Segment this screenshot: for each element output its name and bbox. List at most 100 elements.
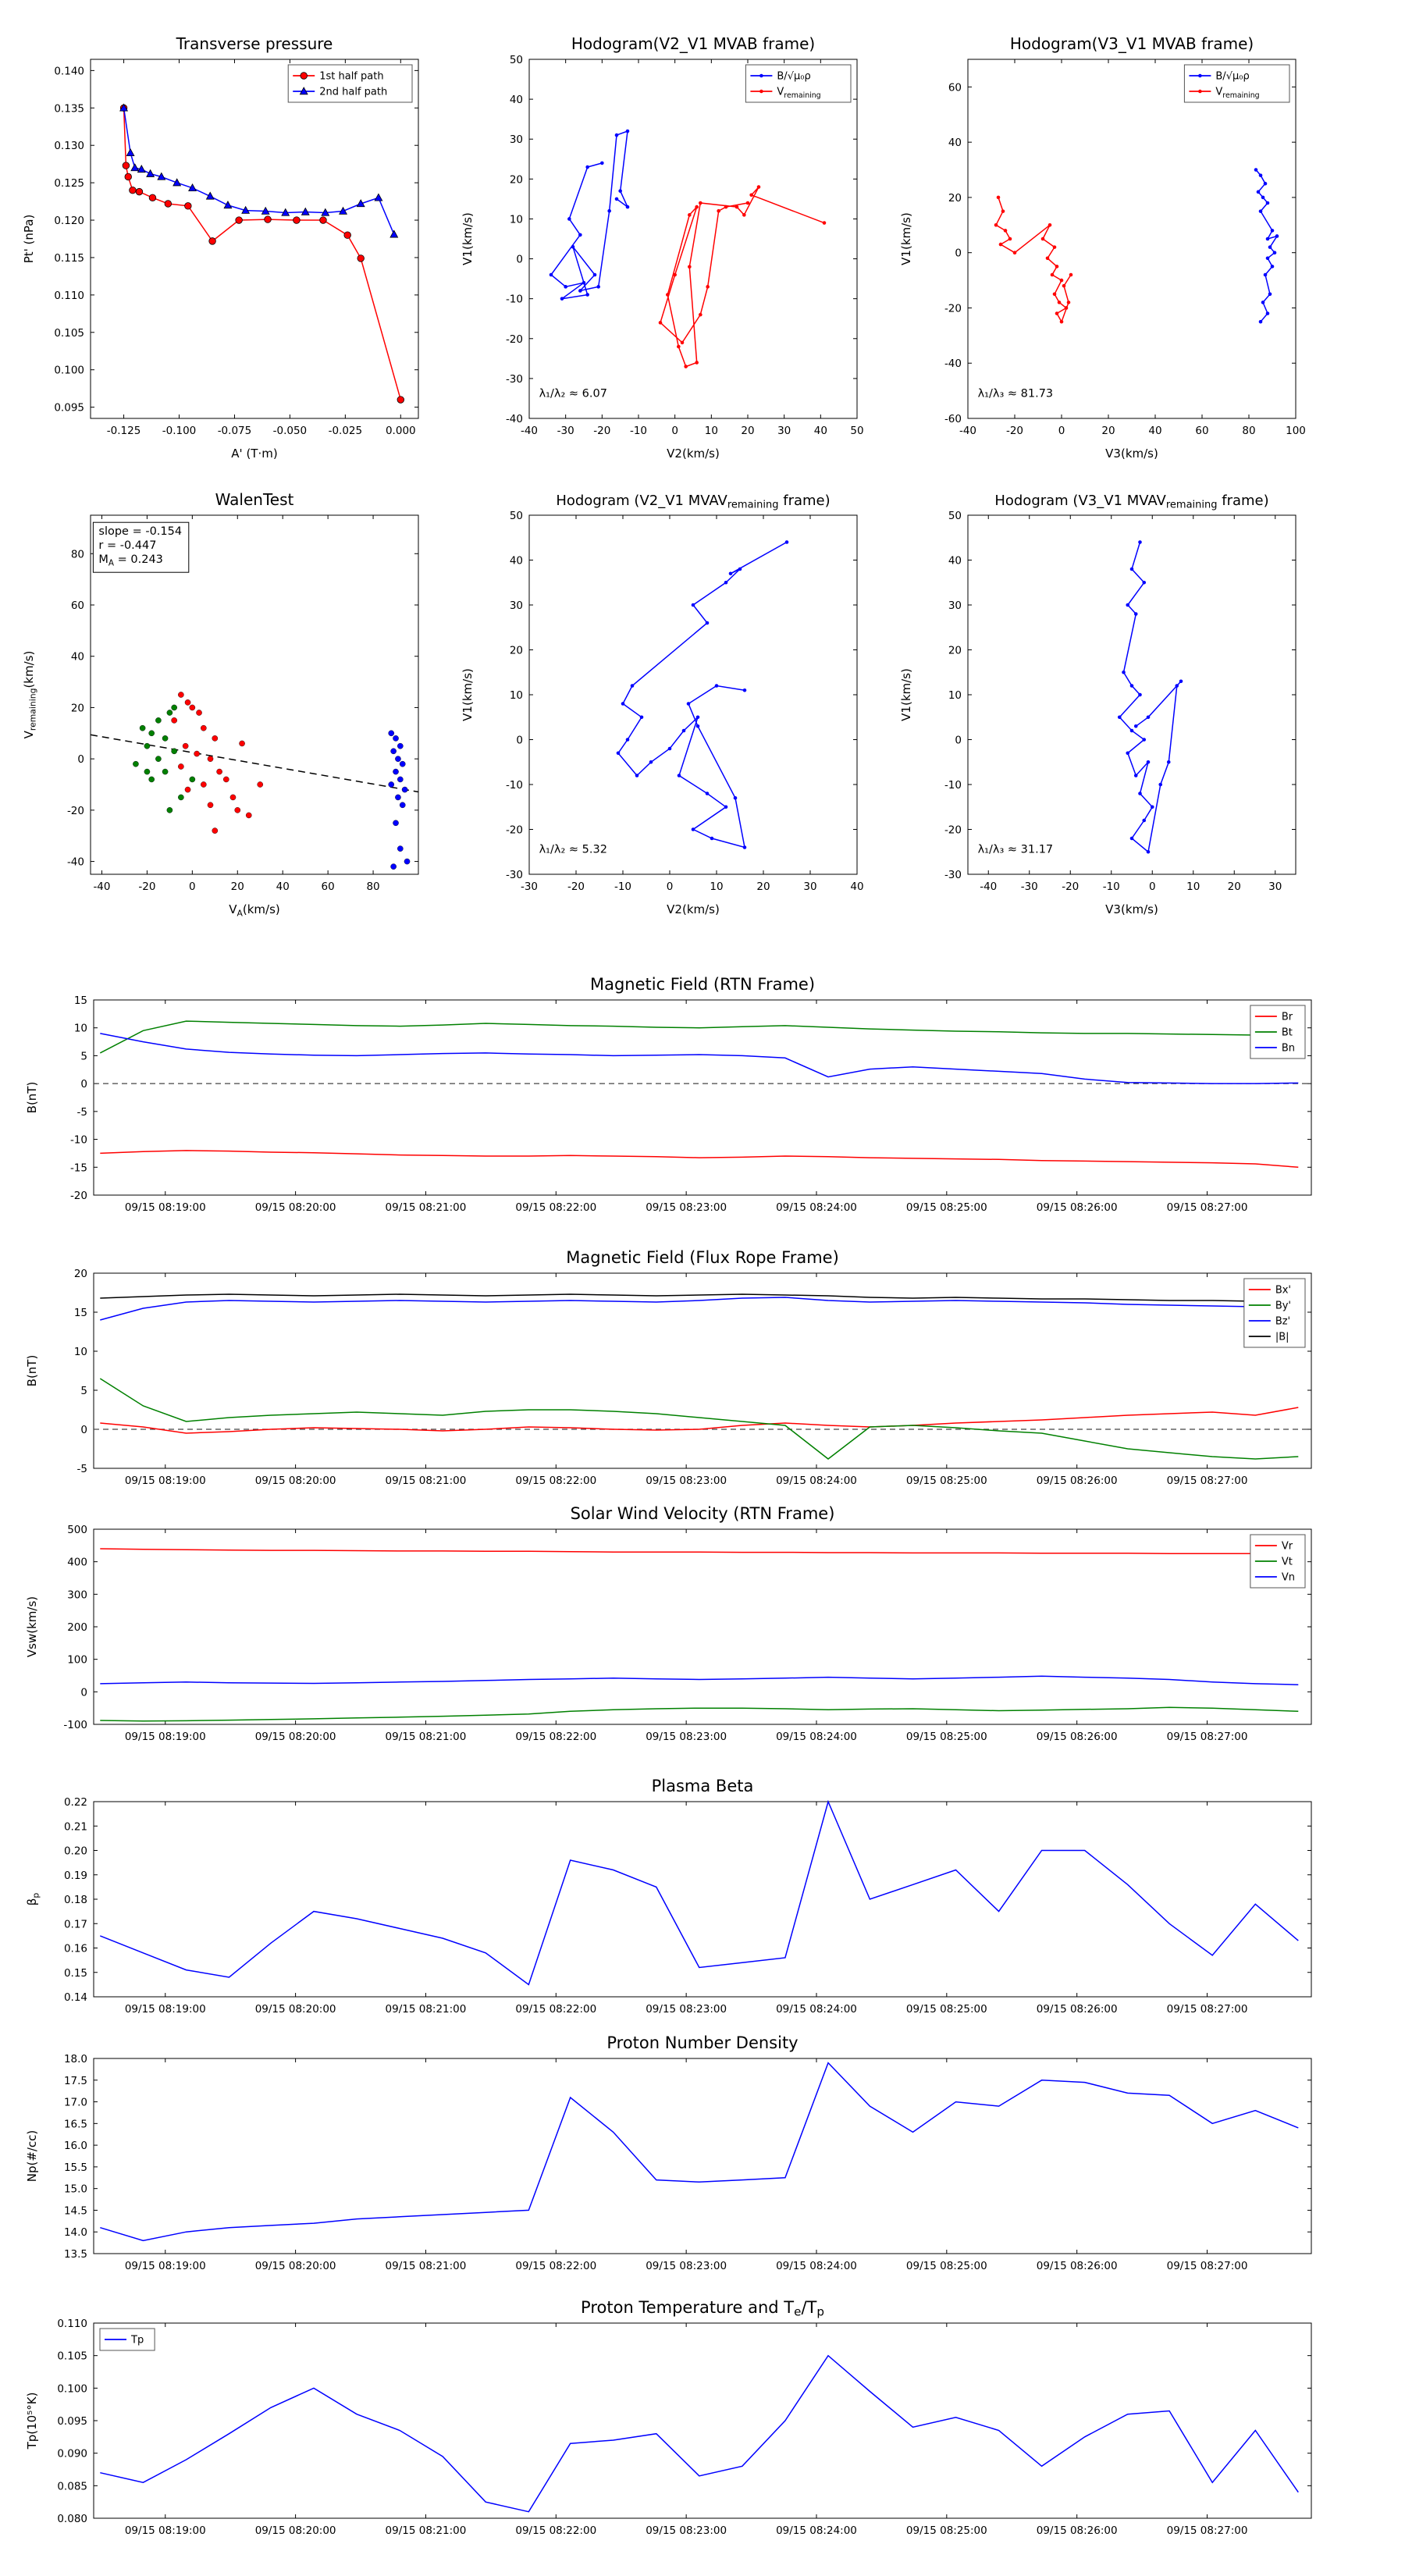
x-tick-label: 09/15 08:24:00: [776, 2260, 857, 2272]
y-tick-label: 0: [80, 1424, 87, 1436]
y-tick-label: 0: [516, 254, 523, 266]
x-tick-label: 0: [1058, 425, 1065, 437]
y-tick-label: 0.125: [54, 177, 84, 190]
plasma_beta-svg: Plasma Beta 09/15 08:19:00 09/15 08:20:00 0…: [25, 1777, 1312, 2016]
y-tick-label: 60: [71, 600, 84, 612]
y-tick-label: 14.5: [64, 2204, 87, 2217]
x-axis-label: A' (T·m): [231, 447, 277, 461]
legend-label: Vn: [1282, 1572, 1295, 1584]
x-tick-label: 80: [366, 881, 379, 893]
x-axis-label: VA(km/s): [229, 902, 280, 919]
y-tick-label: 50: [948, 510, 962, 522]
y-tick-label: 15: [74, 1307, 87, 1319]
x-tick-label: -40: [959, 425, 976, 437]
y-tick-label: 20: [948, 645, 962, 657]
annotation-box: [92, 521, 190, 573]
x-tick-label: 09/15 08:21:00: [386, 1201, 467, 1214]
chart-title: Solar Wind Velocity (RTN Frame): [571, 1504, 835, 1523]
y-axis-label: βp: [25, 1893, 41, 1906]
annotation-text: slope = -0.154: [98, 525, 182, 538]
chart-title: Hodogram (V2_V1 MVAVremaining frame): [556, 493, 830, 511]
x-tick-label: 09/15 08:27:00: [1167, 1731, 1248, 1743]
x-tick-label: 09/15 08:25:00: [906, 1475, 987, 1487]
y-tick-label: -100: [63, 1719, 87, 1731]
y-tick-label: 0.105: [54, 327, 84, 340]
chart-title: Hodogram(V3_V1 MVAB frame): [1010, 34, 1254, 53]
y-tick-label: -5: [77, 1463, 87, 1475]
walen_test-svg: WalenTest -40 -20 0 20 40 60 80 -40 -20 0 20 40 60 80 s…: [22, 490, 419, 919]
series-Vr: [100, 1548, 1299, 1555]
y-tick-label: 20: [74, 1268, 87, 1280]
legend-box: [1183, 64, 1290, 103]
legend-label: B/√μ₀ρ: [777, 71, 810, 83]
x-tick-label: -20: [593, 425, 610, 437]
legend-label: Vremaining: [777, 87, 820, 101]
y-tick-label: 60: [948, 81, 962, 94]
y-tick-label: 0: [80, 1078, 87, 1091]
x-tick-label: 09/15 08:22:00: [515, 1201, 596, 1214]
y-tick-label: -20: [944, 824, 962, 837]
y-tick-label: 10: [510, 689, 523, 702]
y-tick-label: -10: [70, 1134, 87, 1147]
x-axis-label: V3(km/s): [1105, 447, 1158, 461]
series-Vremaining: [995, 197, 1072, 323]
mag_rtn-svg: Magnetic Field (RTN Frame) 09/15 08:19:00…: [25, 975, 1312, 1214]
chart-title: Hodogram (V3_V1 MVAVremaining frame): [994, 493, 1268, 511]
y-tick-label: 10: [510, 213, 523, 226]
y-tick-label: 15: [74, 994, 87, 1007]
series-Bn: [100, 1033, 1299, 1084]
hodogram-v2v1-mvab-panel: Hodogram(V2_V1 MVAB frame) -40 -30 -20 -10 0 1…: [451, 20, 880, 477]
plasma-beta-panel: Plasma Beta 09/15 08:19:00 09/15 08:20:00 0…: [16, 1763, 1335, 2032]
x-tick-label: 09/15 08:26:00: [1037, 1731, 1118, 1743]
axes-frame: [967, 514, 1297, 875]
y-tick-label: 20: [510, 173, 523, 186]
hodogram-v3v1-mvab-panel: Hodogram(V3_V1 MVAB frame) -40 -20 0 20 40 60 8…: [890, 20, 1319, 477]
y-axis-label: Pt' (nPa): [22, 215, 36, 264]
magnetic-field-rtn-panel: Magnetic Field (RTN Frame) 09/15 08:19:00…: [16, 961, 1335, 1230]
y-axis-label: V1(km/s): [899, 212, 913, 265]
legend-label: Vt: [1282, 1557, 1293, 1568]
x-tick-label: 09/15 08:27:00: [1167, 2003, 1248, 2016]
y-tick-label: 13.5: [64, 2248, 87, 2261]
hodogram-v2v1-mvav-panel: Hodogram (V2_V1 MVAVremaining frame) -30-…: [451, 476, 880, 933]
x-tick-label: -0.125: [107, 425, 141, 437]
legend-box: [745, 64, 852, 103]
x-tick-label: 09/15 08:25:00: [906, 2524, 987, 2537]
chart-title: Proton Number Density: [606, 2033, 798, 2052]
y-tick-label: 10: [74, 1023, 87, 1035]
x-tick-label: 20: [756, 881, 770, 893]
proton-temperature-panel: Proton Temperature and Te/Tp 09/15 08:19:…: [16, 2284, 1335, 2553]
y-tick-label: 0.100: [54, 365, 84, 377]
y-tick-label: 0.15: [64, 1967, 87, 1980]
series-1st half path: [123, 108, 402, 400]
y-tick-label: 10: [948, 689, 962, 702]
y-tick-label: 500: [67, 1524, 87, 1536]
y-tick-label: -20: [506, 333, 523, 346]
series-Bt: [99, 1020, 1299, 1054]
proton_density-svg: Proton Number Density 09/15 08:19:00 09/15…: [25, 2033, 1312, 2272]
axes-frame: [528, 514, 858, 875]
legend-label: 1st half path: [319, 71, 383, 83]
y-axis-label: B(nT): [25, 1355, 39, 1387]
y-tick-label: -10: [506, 294, 523, 306]
axes-frame: [93, 2058, 1312, 2254]
series-Np: [100, 2062, 1299, 2242]
chart-title: Proton Temperature and Te/Tp: [581, 2298, 824, 2319]
x-tick-label: 09/15 08:20:00: [255, 2260, 336, 2272]
y-tick-label: 0.115: [54, 252, 84, 265]
y-tick-label: 0.130: [54, 140, 84, 152]
x-tick-label: -10: [614, 881, 631, 893]
legend-label: Vremaining: [1215, 87, 1259, 101]
y-tick-label: 30: [510, 600, 523, 612]
hodogram_v2v1_mvav-svg: Hodogram (V2_V1 MVAVremaining frame)-30-…: [461, 493, 864, 916]
hodogram_v2v1_mvab-svg: Hodogram(V2_V1 MVAB frame) -40 -30 -20 -10 0 1…: [461, 34, 864, 461]
x-tick-label: 09/15 08:25:00: [906, 2260, 987, 2272]
x-tick-label: 0: [667, 881, 674, 893]
x-tick-label: 09/15 08:23:00: [646, 1201, 727, 1214]
y-tick-label: 0.14: [64, 1991, 87, 2004]
x-tick-label: 09/15 08:22:00: [515, 2003, 596, 2016]
transverse-pressure-panel: Transverse pressure -0.125 -0.100 -0.075 -0.…: [12, 20, 442, 477]
y-tick-label: -40: [944, 358, 962, 370]
y-tick-label: 0: [77, 753, 84, 766]
y-tick-label: -20: [70, 1190, 87, 1202]
